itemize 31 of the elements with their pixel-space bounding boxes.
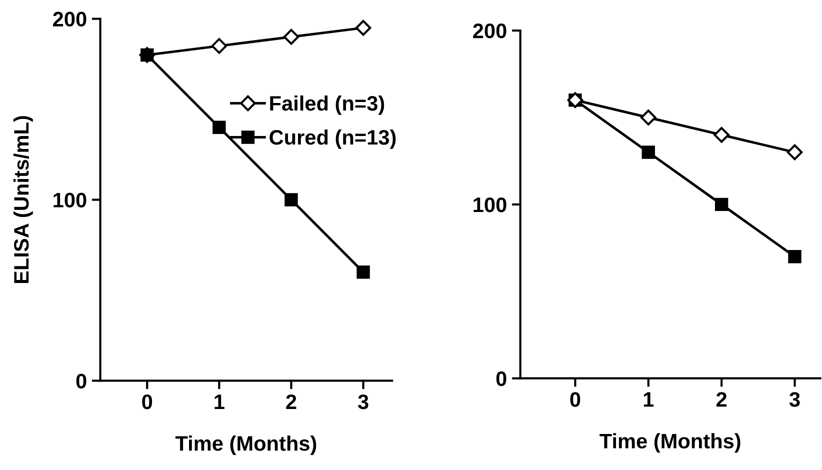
x-tick-label: 1	[644, 392, 654, 407]
point	[640, 110, 656, 126]
x-tick-label: 3	[358, 394, 368, 410]
point	[788, 250, 802, 264]
legend-label: Failed (n=3)	[270, 95, 384, 115]
legend-label: Cured (n=13)	[270, 129, 396, 149]
point	[356, 266, 370, 279]
x-tick-label: 2	[716, 392, 727, 407]
y-tick-label: 0	[496, 371, 506, 386]
point	[714, 198, 728, 212]
point	[714, 126, 730, 143]
y-tick-label: 200	[53, 12, 86, 27]
point	[283, 28, 300, 45]
x-axis-title: Time (Months)	[175, 436, 316, 455]
y-tick-label: 100	[474, 197, 506, 212]
y-tick-label: 0	[76, 374, 86, 388]
point	[284, 193, 298, 206]
x-tick-label: 0	[142, 394, 152, 410]
y-tick-label: 100	[54, 192, 86, 208]
point	[786, 144, 803, 160]
point	[642, 146, 655, 159]
y-axis-title: ELISA (Units/mL)	[13, 116, 33, 284]
x-axis-title: Time (Months)	[600, 433, 740, 453]
point	[212, 120, 226, 134]
x-tick-label: 2	[286, 394, 296, 409]
point	[211, 38, 228, 54]
point	[355, 20, 372, 36]
x-tick-label: 0	[570, 392, 580, 407]
x-tick-label: 1	[214, 394, 224, 409]
y-tick-label: 200	[473, 24, 506, 38]
x-tick-label: 3	[789, 392, 800, 407]
